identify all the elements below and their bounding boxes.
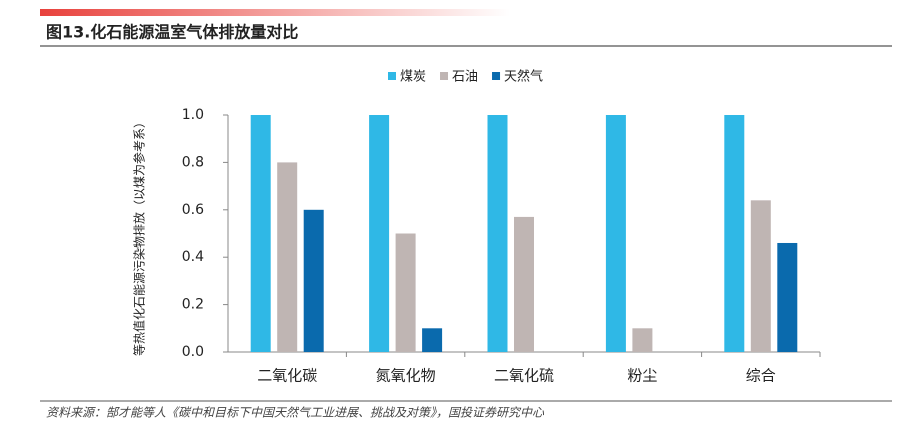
legend-label: 石油: [452, 70, 478, 85]
y-tick-label: 0.4: [182, 249, 204, 265]
bar: [487, 115, 508, 352]
bar: [777, 242, 798, 352]
x-tick-label: 粉尘: [627, 367, 657, 385]
y-tick-label: 0.2: [182, 297, 204, 313]
legend-swatch: [492, 72, 501, 80]
y-tick-label: 0.0: [182, 344, 204, 360]
bar: [369, 115, 390, 352]
bar: [750, 200, 771, 352]
bar: [724, 115, 745, 352]
legend-label: 天然气: [504, 69, 543, 85]
bar: [303, 209, 324, 352]
bar: [395, 233, 416, 352]
y-tick-label: 1.0: [182, 107, 204, 123]
x-tick-label: 二氧化碳: [257, 367, 317, 385]
bar: [422, 328, 443, 352]
legend-swatch: [440, 72, 449, 80]
x-tick-label: 二氧化硫: [494, 367, 554, 385]
bar: [277, 162, 298, 352]
bar: [250, 115, 271, 352]
chart-title: 图13.化石能源温室气体排放量对比: [46, 23, 298, 42]
y-tick-label: 0.6: [182, 202, 204, 218]
bar: [605, 115, 626, 352]
y-tick-label: 0.8: [182, 154, 204, 170]
bar: [632, 328, 653, 352]
bar: [514, 216, 534, 352]
x-tick-label: 综合: [746, 367, 776, 385]
header-bar: [40, 9, 510, 16]
x-tick-label: 氮氧化物: [376, 367, 436, 385]
legend-label: 煤炭: [400, 70, 426, 85]
y-axis-label: 等热值化石能源污染物排放（以煤为参考系）: [132, 116, 147, 356]
legend-swatch: [388, 72, 396, 80]
source: 资料来源：郜才能等人《碳中和目标下中国天然气工业进展、挑战及对策》，国投证券研究…: [46, 406, 545, 420]
